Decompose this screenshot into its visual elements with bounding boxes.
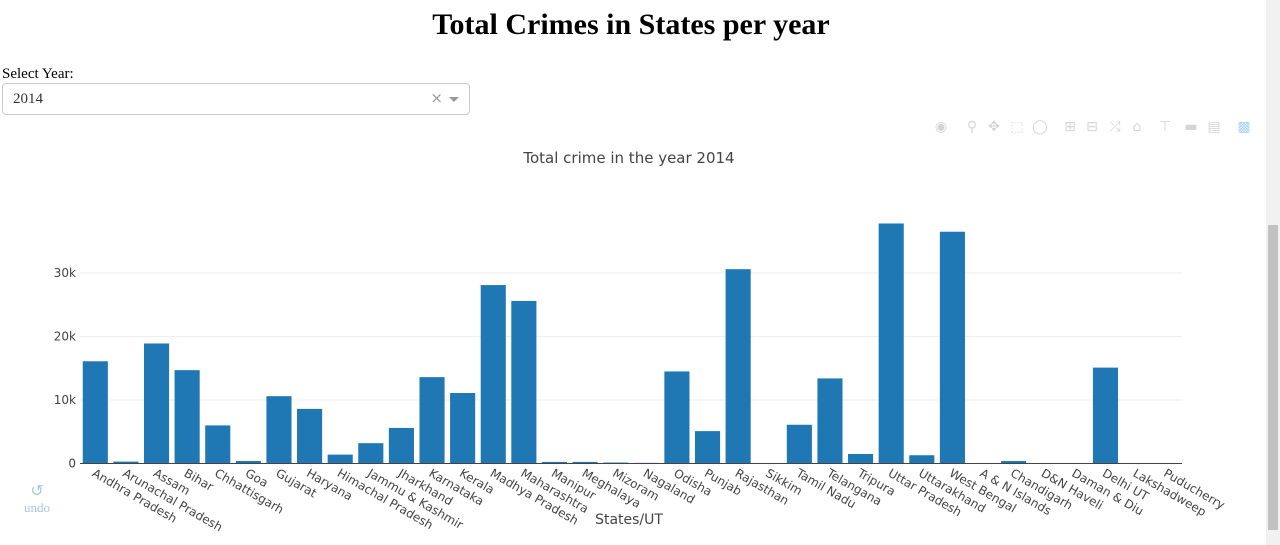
- bar[interactable]: [266, 396, 292, 464]
- bar[interactable]: [1092, 367, 1119, 464]
- zoom-icon[interactable]: ⚲: [966, 119, 978, 135]
- undo-label: undo: [24, 500, 50, 515]
- bar[interactable]: [878, 223, 904, 464]
- page-title: Total Crimes in States per year: [432, 8, 830, 41]
- undo-button[interactable]: ↺ undo: [20, 481, 54, 516]
- bar[interactable]: [725, 269, 751, 464]
- year-select-value: 2014: [13, 91, 43, 107]
- scrollbar-thumb[interactable]: [1268, 225, 1278, 530]
- bar[interactable]: [358, 443, 384, 464]
- pan-icon[interactable]: ✥: [988, 119, 1000, 135]
- box-select-icon[interactable]: ⬚: [1010, 119, 1024, 135]
- bar[interactable]: [82, 361, 108, 464]
- bar[interactable]: [388, 427, 414, 464]
- bar[interactable]: [909, 455, 935, 464]
- scrollbar[interactable]: [1266, 0, 1280, 545]
- bar[interactable]: [419, 377, 445, 464]
- bar[interactable]: [817, 378, 843, 464]
- bar[interactable]: [848, 453, 874, 464]
- bar[interactable]: [205, 425, 231, 464]
- bar[interactable]: [143, 343, 170, 464]
- chart-title: Total crime in the year 2014: [522, 149, 734, 167]
- y-tick-label: 30k: [54, 266, 76, 280]
- bar[interactable]: [786, 424, 812, 464]
- hover-closest-icon[interactable]: ▬: [1184, 119, 1198, 135]
- y-tick-label: 20k: [54, 330, 76, 344]
- plotly-logo-icon[interactable]: ▩: [1237, 119, 1251, 135]
- y-tick-label: 10k: [54, 393, 76, 407]
- bar[interactable]: [327, 454, 353, 464]
- camera-icon[interactable]: ◉: [934, 119, 948, 135]
- spike-lines-icon[interactable]: ⊤: [1158, 119, 1172, 135]
- reset-axes-icon[interactable]: ⌂: [1132, 119, 1142, 135]
- bar[interactable]: [450, 393, 476, 464]
- bar[interactable]: [541, 461, 568, 464]
- bar[interactable]: [1001, 460, 1027, 464]
- year-select[interactable]: 2014 ×: [2, 83, 470, 115]
- bar[interactable]: [297, 408, 323, 464]
- bar[interactable]: [480, 285, 506, 464]
- bar[interactable]: [939, 231, 965, 464]
- select-year-label: Select Year:: [2, 66, 74, 82]
- y-tick-label: 0: [68, 457, 76, 471]
- bar[interactable]: [174, 370, 200, 464]
- bar[interactable]: [694, 431, 721, 464]
- bar[interactable]: [511, 300, 537, 464]
- chevron-down-icon[interactable]: [449, 97, 459, 102]
- x-axis-title: States/UT: [595, 512, 663, 528]
- zoom-out-icon[interactable]: ⊟: [1086, 119, 1098, 135]
- autoscale-icon[interactable]: ⤮: [1109, 119, 1121, 135]
- undo-icon: ↺: [30, 481, 44, 500]
- bar-chart: Total crime in the year 2014 010k20k30k …: [54, 149, 1227, 534]
- clear-icon[interactable]: ×: [430, 89, 443, 107]
- bar[interactable]: [113, 461, 139, 464]
- zoom-in-icon[interactable]: ⊞: [1064, 119, 1076, 135]
- lasso-icon[interactable]: ◯: [1032, 119, 1048, 135]
- bar[interactable]: [235, 460, 261, 464]
- bar[interactable]: [664, 371, 690, 464]
- bar[interactable]: [572, 461, 598, 464]
- hover-compare-icon[interactable]: ▤: [1207, 119, 1221, 135]
